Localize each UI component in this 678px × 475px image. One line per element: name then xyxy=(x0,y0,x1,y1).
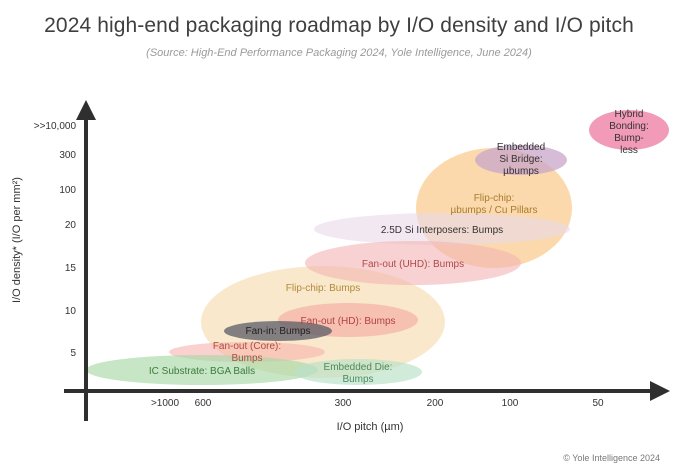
copyright-notice: © Yole Intelligence 2024 xyxy=(563,453,660,463)
bubble-ic-substrate-bga-balls xyxy=(86,355,318,385)
bubble-fan-out-uhd-bumps xyxy=(305,241,521,285)
y-tick-label: 100 xyxy=(59,185,76,196)
x-axis-label: I/O pitch (µm) xyxy=(337,421,404,433)
chart-title: 2024 high-end packaging roadmap by I/O d… xyxy=(44,14,634,37)
bubble-label-hybrid-bonding-bump-less: Hybrid Bonding: Bump-less xyxy=(609,109,648,156)
y-tick-label: 5 xyxy=(70,348,76,359)
y-tick-label: 10 xyxy=(65,306,77,317)
y-tick-label: 20 xyxy=(65,220,77,231)
bubble-label-2-5d-si-interposers-bumps: 2.5D Si Interposers: Bumps xyxy=(381,225,503,236)
bubble-label-fan-out-uhd-bumps: Fan-out (UHD): Bumps xyxy=(362,259,464,270)
y-tick-label: 15 xyxy=(65,263,77,274)
x-tick-label: 200 xyxy=(427,398,444,409)
y-axis-label: I/O density* (I/O per mm²) xyxy=(11,177,23,303)
bubble-fan-in-bumps xyxy=(224,321,332,341)
x-tick-label: 100 xyxy=(502,398,519,409)
chart-subtitle: (Source: High-End Performance Packaging … xyxy=(146,47,532,59)
bubble-2-5d-si-interposers-bumps xyxy=(314,213,570,245)
bubble-label-embedded-die-bumps: Embedded Die: Bumps xyxy=(324,362,393,385)
x-tick-label: 300 xyxy=(335,398,352,409)
bubble-label-ic-substrate-bga-balls: IC Substrate: BGA Balls xyxy=(149,366,255,377)
y-tick-label: 300 xyxy=(59,150,76,161)
bubble-embedded-si-bridge-bumps xyxy=(475,145,567,175)
bubble-label-fan-in-bumps: Fan-in: Bumps xyxy=(245,326,310,337)
bubble-label-fan-out-hd-bumps: Fan-out (HD): Bumps xyxy=(300,316,395,327)
bubble-label-flip-chip-bumps-cu-pillars: Flip-chip: µbumps / Cu Pillars xyxy=(451,193,538,216)
bubble-embedded-die-bumps xyxy=(294,359,422,385)
x-tick-label: >1000 xyxy=(151,398,180,409)
bubble-label-flip-chip-bumps: Flip-chip: Bumps xyxy=(286,283,360,294)
y-tick-label: >>10,000 xyxy=(34,121,77,132)
bubble-label-embedded-si-bridge-bumps: Embedded Si Bridge: µbumps xyxy=(497,142,545,177)
bubble-hybrid-bonding-bump-less xyxy=(589,110,669,150)
bubble-label-fan-out-core-bumps: Fan-out (Core): Bumps xyxy=(213,341,281,364)
x-tick-label: 50 xyxy=(592,398,604,409)
x-tick-label: 600 xyxy=(195,398,212,409)
